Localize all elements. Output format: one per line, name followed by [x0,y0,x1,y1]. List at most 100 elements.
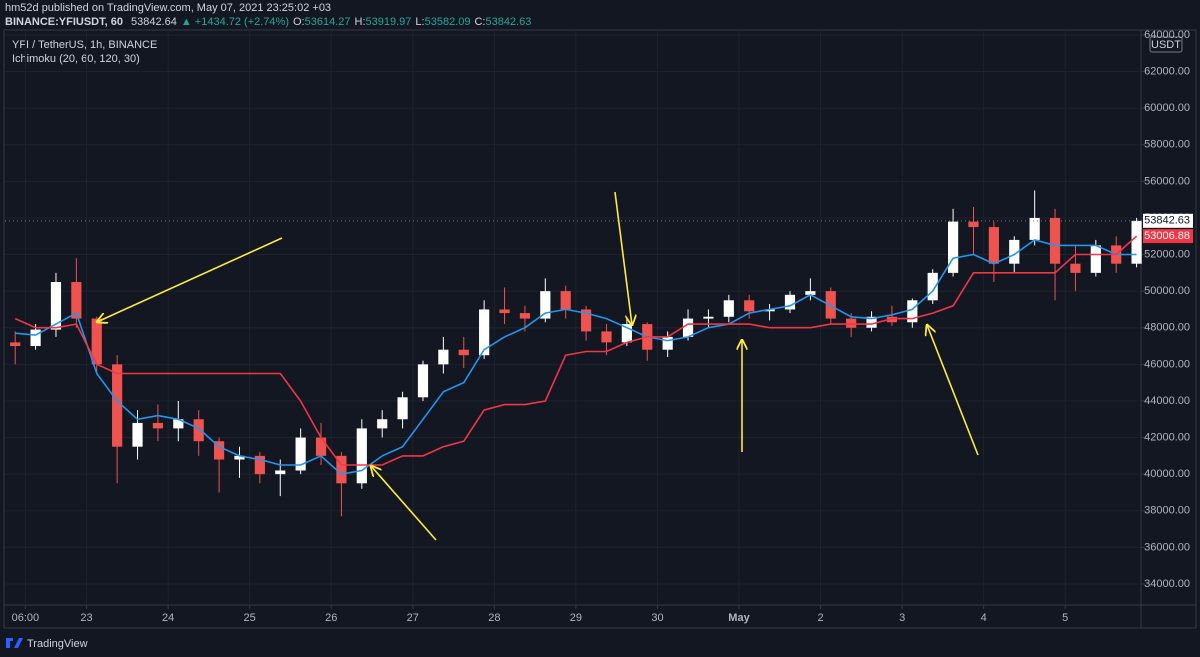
y-tick-label: 48000.00 [1144,322,1190,334]
y-tick-label: 58000.00 [1144,139,1190,151]
last-price-label: 53842.63 [1144,215,1190,227]
candle-body [315,437,327,456]
candle-body [499,309,510,314]
candle-body [519,313,531,319]
y-tick-label: 36000.00 [1144,541,1190,553]
annotations [97,191,979,541]
candle-body [173,419,184,429]
candle-body [948,221,959,273]
candle-body [682,318,694,337]
candle-body [397,397,408,420]
candle-body [988,227,999,264]
y-tick-label: 50000.00 [1144,285,1190,297]
candle-body [886,316,898,323]
candle-body [846,318,857,328]
candle-body [1009,239,1020,264]
candle-body [275,470,286,475]
symbol-line: BINANCE:YFIUSDT, 60 53842.64 ▲ +1434.72 (+… [5,16,531,28]
candle-body [336,455,347,484]
candle-body [580,309,592,332]
candle-body [560,291,571,310]
chart-frame [3,29,1197,629]
candle-body [968,221,979,228]
y-tick-label: 42000.00 [1144,431,1190,443]
x-tick-label: 23 [80,612,92,624]
y-tick-label: 52000.00 [1144,248,1190,260]
x-tick-label: 28 [488,612,500,624]
indicator-line [14,235,1138,466]
x-tick-label: 06:00 [12,612,40,624]
x-tick-label: May [728,612,750,624]
candle-body [1090,245,1101,273]
candle-body [927,272,938,301]
indicator-label: Ichimoku (20, 60, 120, 30) [12,53,140,65]
annotation-arrow [614,191,632,325]
y-tick-label: 56000.00 [1144,175,1190,187]
y-tick-label: 44000.00 [1144,395,1190,407]
y-tick-label: 62000.00 [1144,65,1190,77]
candle-body [479,309,490,356]
x-tick-label: 29 [570,612,582,624]
x-tick-label: 5 [1062,612,1068,624]
x-tick-label: 2 [818,612,824,624]
candle-body [254,455,265,475]
candle-body [1131,220,1142,264]
symbol: BINANCE:YFIUSDT, 60 [5,16,123,28]
x-tick-label: 26 [325,612,337,624]
ohlc-value: 53614.27 [305,16,351,28]
annotation-arrow [97,237,283,322]
candle-body [234,455,245,460]
y-tick-label: 40000.00 [1144,468,1190,480]
candle-body [1070,263,1081,273]
x-tick-label: 24 [162,612,174,624]
candle-body [377,419,388,429]
y-tick-label: 38000.00 [1144,505,1190,517]
candle-body [50,281,62,330]
last-price-badge [1143,213,1193,228]
ohlc-value: 53842.63 [485,16,531,28]
candle-body [784,294,796,310]
candle-body [601,331,612,343]
x-tick-label: 4 [981,612,987,624]
candle-body [621,324,632,343]
candle-body [662,336,673,350]
candle-body [1049,217,1061,264]
plot-area: 34000.00 36000.00 38000.00 40000.00 42000.00… [5,29,1193,624]
candle-body [356,428,367,484]
base-line-badge [1143,229,1193,244]
x-tick-label: 25 [244,612,256,624]
logo-icon [6,638,23,648]
ohlc-key: O: [293,16,305,28]
ohlc-key: L: [415,16,424,28]
y-tick-label: 64000.00 [1144,29,1190,41]
candle-body [723,300,734,317]
y-tick-label: 34000.00 [1144,578,1190,590]
candle-body [30,329,41,347]
candle-body [295,437,306,471]
candle-body [10,342,21,347]
x-tick-label: 27 [407,612,419,624]
currency-label: USDT [1151,39,1181,51]
candle-body [1029,217,1040,240]
candle-body [540,291,551,319]
brand-name: TradingView [27,638,88,650]
candle-body [438,349,449,365]
candle-body [744,300,755,312]
brand-logo[interactable] [6,638,23,648]
publisher-line: hm52d published on TradingView.com, May … [5,2,331,14]
price-change: ▲ +1434.72 (+2.74%) [181,16,289,28]
x-tick-label: 30 [651,612,663,624]
base-line-label: 53006.88 [1144,230,1190,242]
candle-body [866,316,877,328]
candle-body [132,422,143,447]
annotation-arrow [371,466,437,541]
candle-body [458,349,469,356]
candle-body [213,441,225,460]
ohlc-value: 53582.09 [425,16,471,28]
last-price: 53842.64 [131,16,177,28]
currency-badge[interactable] [1149,36,1183,53]
candle-body [91,318,102,365]
candle-body [764,309,775,312]
